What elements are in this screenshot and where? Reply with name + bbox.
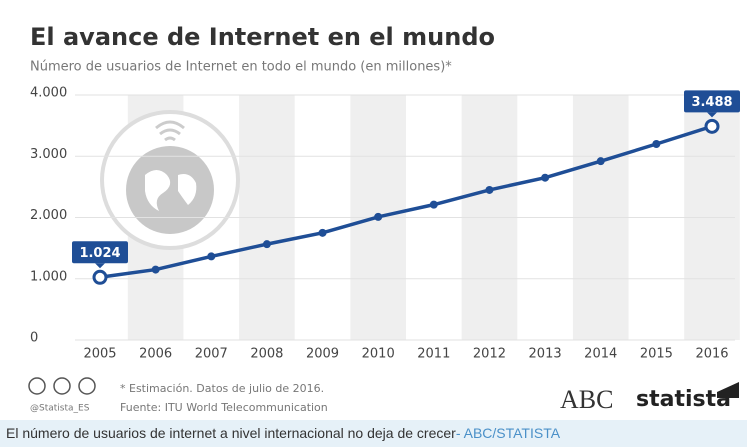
chart-title: El avance de Internet en el mundo [30,23,495,51]
x-tick-label: 2009 [306,347,339,362]
y-tick-label: 0 [30,331,38,346]
data-point [319,229,327,237]
x-tick-label: 2015 [640,347,673,362]
data-point [430,201,438,209]
data-point [485,186,493,194]
chart-subtitle: Número de usuarios de Internet en todo e… [30,60,452,75]
x-tick-label: 2008 [250,347,283,362]
y-tick-label: 1.000 [30,269,67,284]
y-tick-label: 2.000 [30,208,67,223]
data-point [597,157,605,165]
brand-abc: ABC [560,385,613,414]
data-point [94,271,106,283]
y-tick-label: 3.000 [30,147,67,162]
x-tick-label: 2006 [139,347,172,362]
data-point [706,120,718,132]
x-tick-label: 2016 [695,347,728,362]
value-label: 3.488 [691,95,732,110]
chart: El avance de Internet en el mundo Número… [0,0,747,420]
x-tick-label: 2007 [195,347,228,362]
caption-text: El número de usuarios de internet a nive… [6,425,456,441]
footer-note: * Estimación. Datos de julio de 2016. [120,382,324,395]
x-tick-label: 2010 [362,347,395,362]
y-tick-label: 4.000 [30,86,67,101]
brand-statista: statista [636,387,731,412]
data-point [207,252,215,260]
globe [126,146,214,234]
x-tick-label: 2014 [584,347,617,362]
globe-icon [102,112,238,248]
x-tick-label: 2013 [529,347,562,362]
data-point [152,266,160,274]
value-label: 1.024 [79,246,120,261]
data-point [652,140,660,148]
data-point [263,240,271,248]
x-tick-label: 2005 [83,347,116,362]
footer-source: Fuente: ITU World Telecommunication [120,401,328,414]
data-point [374,213,382,221]
footer-handle: @Statista_ES [30,404,90,414]
x-tick-label: 2012 [473,347,506,362]
page: {"chart_data": {"type": "line", "title":… [0,0,747,447]
x-tick-label: 2011 [417,347,450,362]
data-point [541,174,549,182]
caption-source: - ABC/STATISTA [456,425,560,441]
caption: El número de usuarios de internet a nive… [0,420,747,447]
